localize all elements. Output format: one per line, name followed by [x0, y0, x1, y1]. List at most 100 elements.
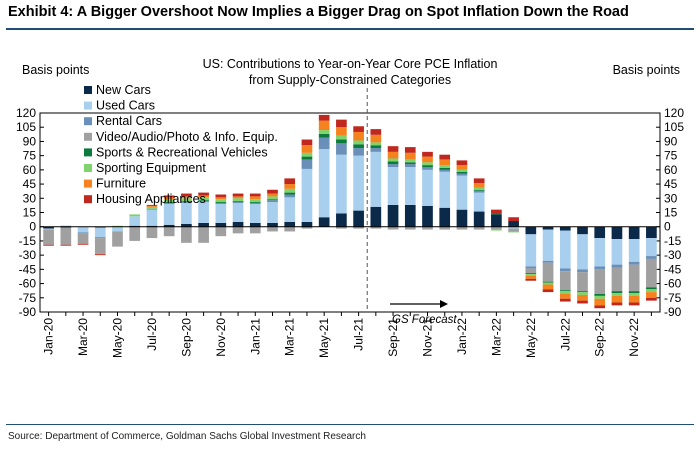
- bar-segment-video-audio-photo-info-equip-apr-20: [94, 238, 106, 254]
- bar-segment-new-cars-feb-22: [473, 211, 485, 227]
- y-tick-label-right: 30: [664, 191, 678, 205]
- bar-segment-new-cars-sep-22: [594, 226, 606, 239]
- bar-segment-furniture-nov-20: [215, 197, 227, 200]
- bar-segment-sports-recreational-vehicles-feb-22: [473, 189, 485, 191]
- bar-segment-housing-appliances-apr-21: [301, 139, 313, 146]
- bar-segment-new-cars-oct-21: [404, 204, 416, 227]
- bar-segment-video-audio-photo-info-equip-nov-20: [215, 226, 227, 237]
- bar-segment-new-cars-may-21: [318, 217, 330, 227]
- bar-segment-used-cars-apr-20: [94, 227, 106, 238]
- bar-segment-furniture-sep-21: [387, 151, 399, 159]
- bar-segment-sporting-equipment-jun-22: [542, 282, 554, 285]
- legend-label: New Cars: [96, 83, 151, 97]
- x-tick-label: Mar-20: [76, 318, 90, 356]
- bar-segment-used-cars-oct-21: [404, 167, 416, 205]
- x-tick-label: Jul-20: [145, 318, 159, 351]
- bar-segment-rental-cars-oct-21: [404, 164, 416, 168]
- bar-segment-sporting-equipment-jul-22: [559, 291, 571, 294]
- bar-segment-used-cars-jan-22: [456, 175, 468, 210]
- bar-segment-furniture-feb-22: [473, 183, 485, 188]
- bar-segment-used-cars-aug-21: [370, 151, 382, 207]
- bar-segment-rental-cars-jun-21: [336, 143, 347, 155]
- bar-segment-housing-appliances-sep-22: [594, 305, 606, 309]
- legend-swatch: [84, 132, 92, 141]
- bar-segment-furniture-aug-22: [577, 294, 588, 301]
- legend-swatch: [84, 179, 92, 188]
- x-tick-label: Sep-21: [386, 318, 400, 357]
- y-tick-label-right: 120: [664, 106, 684, 120]
- bar-segment-sports-recreational-vehicles-oct-22: [611, 291, 623, 294]
- bar-segment-sports-recreational-vehicles-apr-21: [301, 156, 313, 160]
- y-tick-label-right: -90: [664, 305, 682, 319]
- bar-segment-housing-appliances-oct-22: [611, 302, 623, 306]
- bar-segment-used-cars-aug-20: [163, 203, 175, 225]
- bar-segment-sporting-equipment-jun-21: [336, 135, 347, 140]
- bar-segment-housing-appliances-feb-20: [60, 244, 72, 246]
- bar-segment-rental-cars-mar-21: [284, 194, 296, 198]
- bar-segment-video-audio-photo-info-equip-sep-21: [387, 226, 399, 230]
- bar-segment-housing-appliances-jan-21: [249, 193, 261, 197]
- bar-segment-used-cars-dec-22: [646, 238, 657, 257]
- bar-segment-sports-recreational-vehicles-dec-22: [646, 287, 657, 290]
- bar-segment-sports-recreational-vehicles-sep-21: [387, 161, 399, 165]
- bar-segment-used-cars-oct-20: [198, 202, 209, 223]
- bar-segment-video-audio-photo-info-equip-oct-22: [611, 267, 623, 292]
- bar-segment-new-cars-jan-21: [249, 222, 261, 227]
- chart-subtitle: from Supply-Constrained Categories: [249, 73, 451, 87]
- bar-segment-sports-recreational-vehicles-aug-20: [163, 202, 175, 204]
- bar-segment-housing-appliances-sep-20: [181, 193, 192, 197]
- bar-segment-video-audio-photo-info-equip-apr-21: [301, 226, 313, 229]
- bar-segment-video-audio-photo-info-equip-feb-21: [267, 226, 278, 232]
- bar-segment-rental-cars-dec-21: [439, 169, 451, 172]
- bar-segment-sports-recreational-vehicles-dec-21: [439, 167, 451, 170]
- bar-segment-furniture-mar-21: [284, 184, 296, 189]
- bar-segment-sporting-equipment-jul-20: [146, 206, 158, 209]
- bar-segment-furniture-apr-21: [301, 145, 313, 153]
- bar-segment-furniture-jan-21: [249, 196, 261, 200]
- y-tick-label-left: -15: [19, 234, 37, 248]
- bar-segment-used-cars-dec-21: [439, 171, 451, 208]
- bar-segment-new-cars-apr-21: [301, 221, 313, 227]
- bar-segment-new-cars-nov-20: [215, 222, 227, 227]
- bar-segment-new-cars-dec-20: [232, 221, 244, 227]
- x-tick-label: Nov-20: [214, 318, 228, 357]
- bar-segment-sporting-equipment-may-21: [318, 130, 330, 134]
- bar-segment-new-cars-feb-21: [267, 222, 278, 227]
- bar-segment-housing-appliances-jan-20: [43, 244, 54, 246]
- bar-segment-sporting-equipment-feb-22: [473, 187, 485, 190]
- bar-segment-rental-cars-jul-21: [353, 148, 364, 156]
- title-rule: [6, 28, 694, 30]
- bar-segment-sporting-equipment-dec-20: [232, 198, 244, 202]
- bar-segment-furniture-aug-20: [163, 197, 175, 200]
- y-tick-label-right: 90: [664, 134, 678, 148]
- x-tick-label: Mar-22: [489, 318, 503, 356]
- x-tick-label: Sep-20: [179, 318, 193, 357]
- bar-segment-used-cars-jun-21: [336, 154, 347, 214]
- y-axis-label-left: Basis points: [22, 63, 89, 77]
- x-tick-label: Jan-21: [248, 318, 262, 355]
- legend-label: Sporting Equipment: [96, 161, 206, 175]
- bar-segment-rental-cars-nov-20: [215, 203, 227, 204]
- legend-label: Housing Appliances: [96, 192, 206, 206]
- bar-segment-video-audio-photo-info-equip-sep-20: [181, 226, 192, 243]
- bar-segment-sporting-equipment-nov-21: [422, 162, 433, 166]
- bar-segment-video-audio-photo-info-equip-nov-21: [422, 226, 433, 230]
- y-tick-label-left: 30: [23, 191, 37, 205]
- bar-segment-rental-cars-jan-21: [249, 203, 261, 204]
- bar-segment-video-audio-photo-info-equip-aug-22: [577, 272, 588, 292]
- bar-segment-used-cars-may-22: [525, 234, 537, 267]
- bar-segment-housing-appliances-aug-20: [163, 195, 175, 198]
- y-tick-label-right: -60: [664, 277, 682, 291]
- bar-segment-sporting-equipment-nov-22: [628, 293, 640, 296]
- bar-segment-sporting-equipment-sep-21: [387, 158, 399, 162]
- x-tick-label: Nov-21: [421, 318, 435, 357]
- y-tick-label-left: -75: [19, 291, 37, 305]
- y-tick-label-right: -45: [664, 262, 682, 276]
- y-tick-label-left: 90: [23, 134, 37, 148]
- bar-segment-housing-appliances-jun-22: [542, 289, 554, 293]
- source-note: Source: Department of Commerce, Goldman …: [8, 431, 366, 442]
- y-tick-label-right: 0: [664, 220, 671, 234]
- bar-segment-used-cars-jun-20: [129, 216, 141, 226]
- bar-segment-furniture-apr-20: [94, 253, 106, 255]
